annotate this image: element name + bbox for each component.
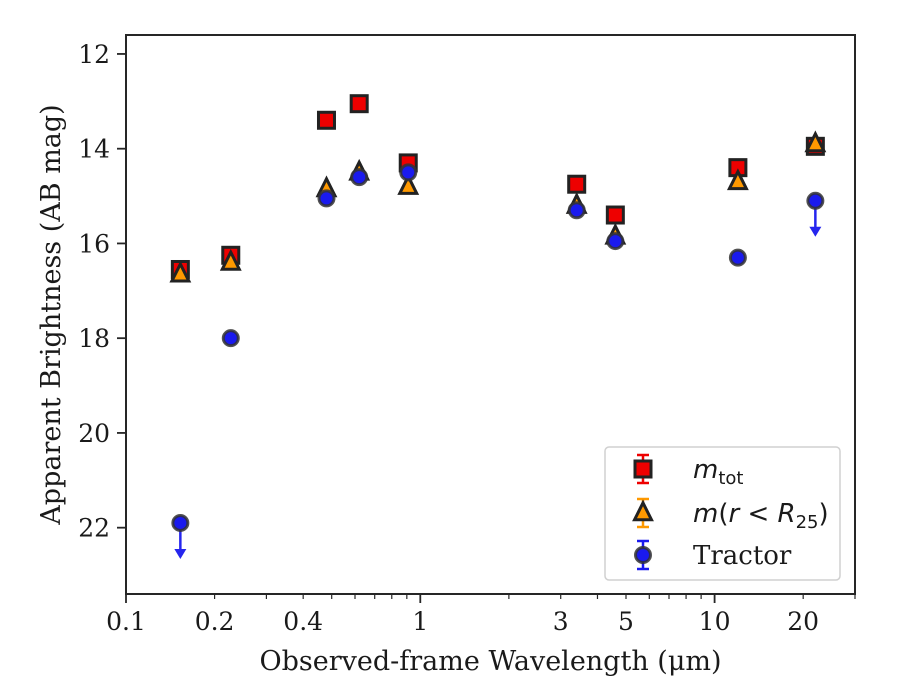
upper-limit-arrowhead — [174, 548, 187, 559]
data-point-tractor — [567, 201, 586, 220]
series-m_tot — [170, 94, 825, 279]
y-tick-label: 16 — [78, 229, 110, 258]
y-tick-label: 14 — [78, 135, 110, 164]
legend-entry-m_r25: m(r < R25) — [632, 497, 829, 533]
x-tick-label: 0.1 — [106, 607, 146, 636]
x-tick-label: 20 — [787, 607, 819, 636]
legend-marker-tractor — [634, 546, 652, 564]
x-tick-label: 1 — [412, 607, 428, 636]
data-point-tractor — [350, 168, 369, 187]
data-point-m_r25 — [804, 130, 827, 153]
x-tick-label: 5 — [618, 607, 634, 636]
data-point-tractor — [317, 189, 336, 208]
data-point-m_r25 — [397, 173, 420, 195]
plot-frame — [125, 34, 856, 595]
data-point-m_r25 — [219, 248, 242, 271]
data-point-tractor — [728, 248, 747, 267]
data-point-tractor — [221, 329, 240, 348]
legend-entries: mtot m(r < R25) Tractor — [632, 453, 829, 571]
y-tick-label: 18 — [78, 324, 110, 353]
x-tick-label: 0.4 — [283, 607, 323, 636]
legend-marker-m_tot — [633, 459, 653, 479]
legend-frame — [604, 446, 841, 581]
legend-label-m-tot: mtot — [693, 455, 743, 489]
x-tick-label: 10 — [699, 607, 731, 636]
legend-label-tractor: Tractor — [693, 541, 792, 571]
data-point-m_r25 — [726, 168, 749, 191]
y-axis-label: Apparent Brightness (AB mag) — [36, 104, 67, 525]
data-point-tractor — [606, 232, 625, 251]
data-point-m_r25 — [169, 260, 192, 283]
x-axis-label: Observed-frame Wavelength (μm) — [259, 646, 721, 677]
data-point-tractor — [806, 191, 825, 210]
x-axis: 0.1 0.2 0.4 1 3 5 10 20 — [106, 594, 856, 636]
data-point-m_tot — [316, 110, 336, 130]
data-point-m_tot — [567, 174, 587, 194]
legend-entry-m_tot: mtot — [633, 453, 743, 489]
legend-entry-tractor: Tractor — [634, 539, 792, 571]
legend-label-m-r25: m(r < R25) — [693, 499, 829, 533]
data-point-m_tot — [349, 94, 369, 114]
series-tractor — [171, 163, 825, 559]
x-tick-label: 0.2 — [195, 607, 235, 636]
x-tick-label: 3 — [553, 607, 569, 636]
y-axis: 12 14 16 18 20 22 — [78, 40, 126, 543]
y-tick-label: 20 — [78, 419, 110, 448]
data-point-tractor — [399, 163, 418, 182]
data-point-tractor — [171, 513, 190, 532]
upper-limit-arrowhead — [809, 226, 822, 237]
data-point-m_tot — [605, 205, 625, 225]
y-tick-label: 22 — [78, 514, 110, 543]
chart-marks — [169, 94, 827, 559]
y-tick-label: 12 — [78, 40, 110, 69]
legend-marker-m_r25 — [632, 499, 654, 522]
legend: mtot m(r < R25) Tractor — [604, 446, 841, 581]
